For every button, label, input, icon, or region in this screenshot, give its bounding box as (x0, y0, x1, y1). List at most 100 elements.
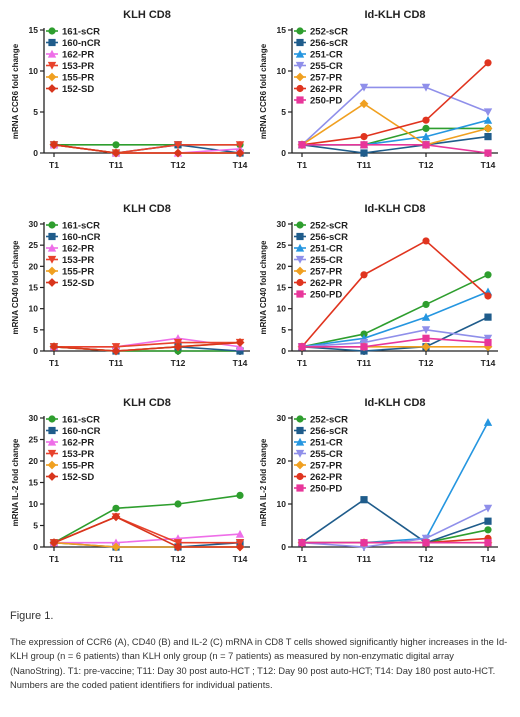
x-tick-label: T11 (357, 358, 371, 368)
legend-label: 257-PR (310, 267, 342, 278)
data-point (236, 491, 244, 499)
legend-marker (47, 278, 57, 287)
x-tick-label: T12 (419, 554, 434, 564)
y-tick-label: 5 (281, 325, 286, 335)
y-axis-label: mRNA CCR6 fold change (259, 43, 268, 139)
series-line (302, 144, 489, 154)
data-point (484, 539, 492, 547)
data-point (235, 148, 245, 158)
y-tick-label: 20 (277, 261, 287, 271)
y-tick-label: 25 (29, 435, 39, 445)
legend-label: 153-PR (62, 61, 94, 72)
legend-label: 161-sCR (62, 27, 100, 38)
legend-marker (295, 255, 305, 264)
data-point (484, 271, 492, 279)
series-line (301, 316, 489, 352)
x-tick-label: T12 (419, 160, 434, 170)
data-point (236, 347, 244, 355)
x-tick-label: T11 (109, 358, 123, 368)
legend-label: 250-PD (310, 96, 342, 107)
data-point (484, 517, 492, 525)
data-point (483, 124, 493, 133)
y-tick-label: 10 (29, 66, 39, 76)
series-line (301, 290, 489, 348)
legend-label: 160-nCR (62, 38, 101, 49)
chart-title: Id-KLH CD8 (364, 203, 425, 215)
figure-label: Figure 1. (10, 610, 54, 622)
legend-marker (296, 426, 304, 435)
legend-label: 152-SD (62, 278, 94, 289)
legend-label: 155-PR (62, 267, 94, 278)
y-tick-label: 10 (277, 66, 287, 76)
legend-marker (47, 449, 57, 458)
legend-label: 257-PR (310, 461, 342, 472)
data-point (360, 141, 368, 149)
data-point (235, 542, 245, 552)
legend-marker (296, 278, 304, 287)
y-tick-label: 0 (281, 346, 286, 356)
legend-marker (295, 49, 305, 58)
x-tick-label: T14 (233, 160, 248, 170)
legend-label: 252-sCR (310, 415, 348, 426)
legend-label: 250-PD (310, 290, 342, 301)
legend-label: 255-CR (310, 449, 343, 460)
data-point (484, 338, 492, 347)
legend-marker (48, 415, 56, 423)
data-point (298, 343, 306, 351)
data-point (298, 141, 306, 149)
data-point (360, 271, 368, 279)
series-line (301, 329, 489, 348)
x-tick-label: T1 (297, 554, 307, 564)
series-line (54, 341, 240, 348)
data-point (360, 496, 368, 504)
x-tick-label: T1 (49, 358, 59, 368)
data-point (360, 343, 368, 351)
legend-marker (295, 61, 305, 70)
data-point (422, 141, 430, 149)
legend-marker (296, 484, 304, 492)
legend-marker (47, 460, 57, 470)
data-point (111, 346, 121, 356)
x-tick-label: T1 (49, 160, 59, 170)
series-line (301, 239, 489, 348)
x-tick-label: T14 (233, 554, 248, 564)
y-tick-label: 10 (277, 304, 287, 314)
y-tick-label: 0 (33, 148, 38, 158)
data-point (235, 141, 245, 149)
caption-text: The expression of CCR6 (A), CD40 (B) and… (10, 637, 508, 691)
data-point (360, 133, 368, 141)
series-line (301, 86, 489, 146)
legend-label: 153-PR (62, 255, 94, 266)
y-tick-label: 5 (33, 325, 38, 335)
legend-label: 252-sCR (310, 221, 348, 232)
data-point (484, 149, 492, 157)
x-tick-label: T12 (171, 554, 186, 564)
y-tick-label: 15 (277, 283, 287, 293)
data-point (360, 149, 368, 157)
figure-charts: KLH CD8 mRNA CCR6 fold change 0 5 10 15 T1 T11 T… (11, 9, 498, 564)
data-point (112, 141, 120, 149)
data-point (173, 148, 183, 158)
data-point (421, 326, 431, 335)
chart-panel: Id-KLH CD8 mRNA CD40 fold change 0 5 10 15 20 2… (259, 203, 498, 368)
x-tick-label: T11 (109, 554, 123, 564)
chart-panel: KLH CD8 mRNA IL-2 fold change 0 5 10 15 20 25 30… (11, 397, 250, 564)
y-tick-label: 30 (29, 219, 39, 229)
legend-label: 152-SD (62, 472, 94, 483)
series-line (302, 337, 489, 348)
y-tick-label: 20 (277, 456, 287, 466)
data-point (483, 116, 493, 124)
legend-label: 251-CR (310, 438, 343, 449)
data-point (174, 500, 182, 508)
y-axis-label: mRNA CD40 fold change (259, 240, 268, 334)
legend-marker (48, 221, 56, 229)
legend-marker (48, 38, 56, 47)
legend-marker (47, 437, 57, 446)
data-point (111, 542, 121, 552)
x-tick-label: T12 (171, 160, 186, 170)
y-tick-label: 20 (29, 261, 39, 271)
data-point (484, 133, 492, 141)
data-point (359, 83, 369, 92)
data-point (483, 418, 493, 426)
